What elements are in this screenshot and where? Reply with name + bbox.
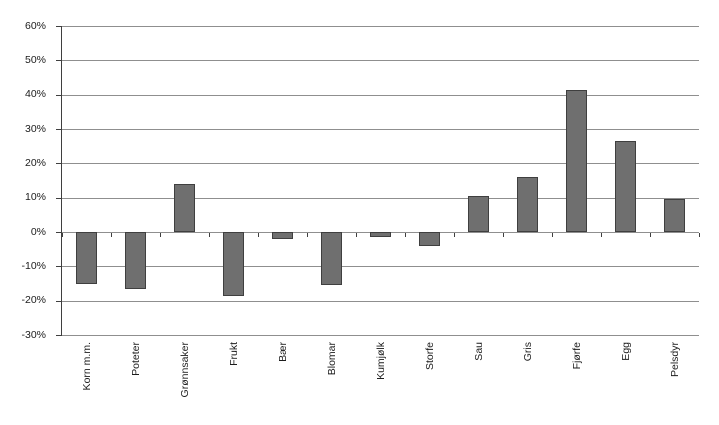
x-label-bær: Bær	[276, 342, 289, 362]
bar-korn-m-m	[76, 232, 97, 284]
x-tick-13	[699, 233, 700, 237]
y-tick-label-50: 50%	[24, 53, 46, 66]
y-axis-line	[61, 26, 62, 336]
x-label-sau: Sau	[472, 342, 485, 361]
y-tick-label-0: 0%	[30, 225, 46, 238]
y-tick-20	[56, 163, 61, 165]
y-tick-label-30: 30%	[24, 122, 46, 135]
y-tick-label--10: -10%	[21, 259, 46, 272]
gridline-50	[62, 60, 699, 62]
x-label-korn-m-m: Korn m.m.	[80, 342, 93, 391]
x-label-frukt: Frukt	[227, 342, 240, 366]
y-tick--10	[56, 266, 61, 268]
y-tick-10	[56, 197, 61, 199]
gridline--30	[62, 335, 699, 336]
bar-pelsdyr	[664, 199, 685, 232]
x-tick-4	[258, 233, 259, 237]
bar-frukt	[223, 232, 244, 296]
y-tick-label--20: -20%	[21, 294, 46, 307]
x-tick-9	[503, 233, 504, 237]
bar-fjørfe	[566, 89, 587, 232]
bar-blomar	[321, 232, 342, 286]
x-label-egg: Egg	[619, 342, 632, 361]
x-tick-7	[405, 233, 406, 237]
y-tick-label-60: 60%	[24, 19, 46, 32]
x-label-pelsdyr: Pelsdyr	[668, 342, 681, 378]
x-tick-0	[62, 233, 63, 237]
x-label-grønnsaker: Grønnsaker	[178, 342, 191, 398]
y-tick-0	[56, 232, 61, 233]
x-label-blomar: Blomar	[325, 342, 338, 376]
y-tick--20	[56, 300, 61, 302]
x-tick-1	[111, 233, 112, 237]
x-label-fjørfe: Fjørfe	[570, 342, 583, 370]
x-label-storfe: Storfe	[423, 342, 436, 371]
bar-kumjølk	[370, 232, 391, 238]
y-tick-label-10: 10%	[24, 191, 46, 204]
bar-storfe	[419, 232, 440, 246]
x-label-kumjølk: Kumjølk	[374, 342, 387, 380]
y-tick-label--30: -30%	[21, 328, 46, 341]
x-label-poteter: Poteter	[129, 342, 142, 376]
bar-poteter	[125, 232, 146, 289]
y-tick-30	[56, 129, 61, 130]
gridline-30	[62, 129, 699, 130]
x-tick-3	[209, 233, 210, 237]
gridline--20	[62, 300, 699, 302]
x-tick-8	[454, 233, 455, 237]
x-tick-5	[307, 233, 308, 237]
bar-grønnsaker	[174, 183, 195, 232]
bar-bær	[272, 232, 293, 239]
gridline-60	[62, 26, 699, 27]
plot-area	[56, 26, 700, 336]
y-tick-label-40: 40%	[24, 88, 46, 101]
bar-sau	[468, 195, 489, 232]
x-tick-6	[356, 233, 357, 237]
x-label-gris: Gris	[521, 342, 534, 362]
y-tick--30	[56, 335, 61, 336]
y-tick-label-20: 20%	[24, 156, 46, 169]
y-tick-50	[56, 60, 61, 62]
x-tick-10	[552, 233, 553, 237]
gridline-40	[62, 94, 699, 96]
x-tick-12	[650, 233, 651, 237]
gridline-20	[62, 163, 699, 165]
gridline-10	[62, 197, 699, 199]
x-tick-11	[601, 233, 602, 237]
y-tick-60	[56, 26, 61, 27]
x-tick-2	[160, 233, 161, 237]
bar-egg	[615, 141, 636, 232]
gridline--10	[62, 266, 699, 268]
bar-gris	[517, 177, 538, 232]
y-tick-40	[56, 94, 61, 96]
